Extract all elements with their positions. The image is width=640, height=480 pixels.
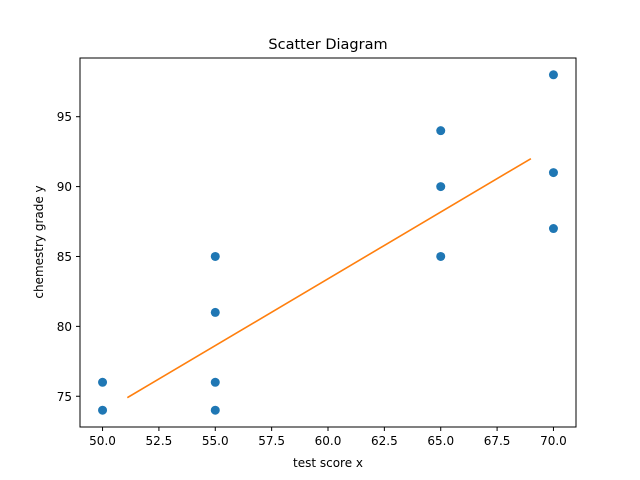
x-tick-label: 62.5: [371, 434, 398, 448]
x-tick-label: 55.0: [202, 434, 229, 448]
scatter-point: [210, 377, 220, 387]
scatter-point: [548, 70, 558, 80]
y-axis-ticks: 75 80 85 90 95: [57, 110, 80, 404]
y-tick-label: 85: [57, 250, 72, 264]
x-tick-label: 52.5: [146, 434, 173, 448]
x-tick-label: 50.0: [89, 434, 116, 448]
chart-title: Scatter Diagram: [268, 37, 387, 53]
x-tick-label: 60.0: [315, 434, 342, 448]
scatter-point: [436, 251, 446, 261]
scatter-point: [548, 224, 558, 234]
y-tick-label: 75: [57, 390, 72, 404]
x-axis-ticks: 50.0 52.5 55.0 57.5 60.0 62.5 65.0 67.5 70.0: [89, 427, 567, 448]
y-tick-label: 80: [57, 320, 72, 334]
y-tick-label: 95: [57, 110, 72, 124]
scatter-point: [210, 307, 220, 317]
scatter-point: [98, 405, 108, 415]
y-axis-label: chemestry grade y: [32, 185, 46, 298]
axes-frame: [79, 57, 577, 428]
x-tick-label: 70.0: [540, 434, 567, 448]
x-axis-label: test score x: [293, 456, 363, 470]
scatter-point: [436, 182, 446, 192]
scatter-point: [548, 168, 558, 178]
x-tick-label: 65.0: [427, 434, 454, 448]
scatter-point: [210, 251, 220, 261]
scatter-point: [98, 377, 108, 387]
x-tick-label: 57.5: [258, 434, 285, 448]
plot-area: [98, 70, 558, 415]
scatter-point: [210, 405, 220, 415]
x-tick-label: 67.5: [484, 434, 511, 448]
regression-line: [126, 157, 532, 399]
scatter-point: [436, 126, 446, 136]
y-tick-label: 90: [57, 180, 72, 194]
